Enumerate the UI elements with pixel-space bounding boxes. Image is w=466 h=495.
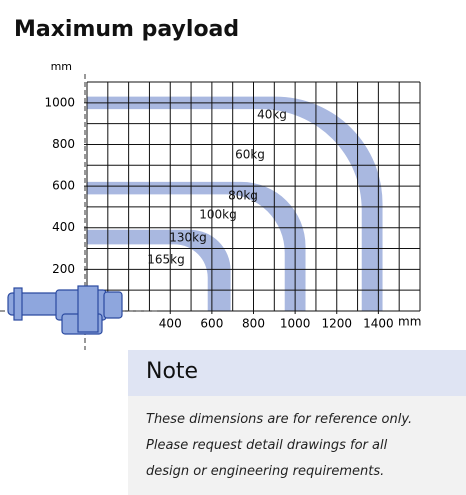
x-axis-label: mm	[398, 315, 421, 329]
x-tick-label: 1200	[321, 317, 352, 331]
note-line: These dimensions are for reference only.	[146, 412, 412, 427]
chart: Maximum payload 400 600 800 1000 1200 1400 200…	[0, 0, 466, 350]
x-tick-label: 1400	[363, 317, 394, 331]
note-header: Note	[128, 350, 466, 396]
payload-label: 40kg	[257, 108, 287, 122]
y-axis-label: mm	[51, 60, 72, 73]
payload-label: 60kg	[235, 148, 265, 162]
bands	[87, 97, 383, 311]
note-line: design or engineering requirements.	[146, 464, 384, 479]
x-tick-label: 800	[242, 317, 265, 331]
note-title: Note	[146, 359, 198, 384]
note-body: These dimensions are for reference only.…	[128, 396, 466, 495]
note-line: Please request detail drawings for all	[146, 438, 387, 453]
y-tick-label: 1000	[44, 95, 75, 109]
payload-label: 165kg	[147, 253, 184, 267]
payload-label: 80kg	[228, 189, 258, 203]
page: {"chart_data": {"type": "payload", "titl…	[0, 0, 466, 495]
x-tick-label: 400	[159, 317, 182, 331]
chart-title: Maximum payload	[14, 17, 239, 42]
robot	[8, 286, 122, 334]
y-tick-label: 200	[52, 262, 75, 276]
x-tick-label: 1000	[280, 317, 311, 331]
y-tick-label: 600	[52, 179, 75, 193]
y-tick-label: 800	[52, 137, 75, 151]
x-tick-label: 600	[200, 317, 223, 331]
y-tick-label: 400	[52, 220, 75, 234]
payload-label: 130kg	[169, 231, 206, 245]
payload-label: 100kg	[199, 208, 236, 222]
